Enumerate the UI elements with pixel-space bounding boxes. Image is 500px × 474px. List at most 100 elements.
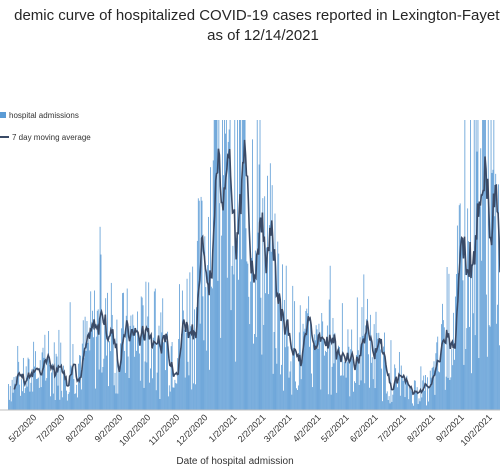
x-tick-label: 6/2/2021 [348, 412, 380, 444]
admission-bar [464, 120, 466, 410]
admission-bar [104, 324, 106, 410]
admission-bar [283, 299, 285, 410]
admission-bar [411, 391, 412, 410]
admission-bar [204, 236, 206, 410]
admission-bar [326, 352, 327, 410]
admission-bar [262, 198, 264, 410]
admission-bar [164, 339, 166, 410]
admission-bar [397, 387, 398, 410]
admission-bar [462, 280, 464, 410]
admission-bar [228, 129, 230, 410]
admission-bar [154, 288, 156, 410]
admission-bar [383, 346, 384, 410]
admission-bar [67, 394, 69, 410]
admission-bar [213, 120, 215, 410]
admission-bar [101, 372, 103, 410]
admission-bar [382, 401, 383, 410]
admission-bar [293, 350, 295, 410]
admission-bar [86, 321, 88, 410]
admission-bar [84, 316, 86, 410]
admission-bar [307, 313, 309, 410]
admission-bar [296, 388, 297, 410]
admission-bar [113, 385, 115, 410]
admission-bar [209, 369, 210, 410]
admission-bar [311, 387, 313, 410]
admission-bar [134, 356, 136, 410]
admission-bar [330, 394, 332, 410]
admission-bar [268, 225, 270, 410]
admission-bar [493, 120, 495, 410]
admission-bar [369, 387, 370, 410]
admission-bar [390, 340, 392, 410]
admission-bar [465, 349, 467, 410]
admission-bar [305, 310, 307, 410]
admission-bar [366, 319, 368, 410]
x-tick-label: 8/2/2020 [64, 412, 96, 444]
admission-bar [150, 368, 151, 410]
admission-bar [384, 360, 386, 410]
admission-bar [63, 365, 64, 410]
admission-bar [45, 380, 47, 410]
admission-bar [339, 346, 340, 410]
admission-bar [115, 393, 117, 410]
admission-bar [413, 405, 414, 410]
admission-bar [149, 382, 151, 410]
admission-bar [40, 387, 42, 410]
admission-bar [78, 363, 79, 410]
admission-bar [230, 310, 232, 410]
admission-bar [494, 216, 496, 410]
admission-bar [326, 325, 328, 410]
admission-bar [233, 274, 235, 410]
admission-bar [429, 370, 431, 410]
x-tick-label: 4/2/2021 [291, 412, 323, 444]
admission-bar [102, 366, 104, 410]
admission-bar [332, 317, 334, 410]
admission-bar [8, 399, 10, 410]
admission-bar [210, 286, 212, 410]
admission-bar [238, 279, 239, 410]
admission-bar [279, 300, 281, 410]
admission-bar [478, 358, 480, 410]
admission-bar [222, 120, 223, 410]
admission-bar [193, 383, 194, 410]
admission-bar [300, 379, 302, 410]
admission-bar [247, 263, 249, 410]
admission-bar [431, 368, 433, 410]
admission-bar [338, 345, 339, 410]
admission-bar [227, 141, 229, 410]
admission-bar [256, 120, 258, 410]
admission-bar [242, 120, 244, 410]
admission-bar [73, 378, 75, 410]
admission-bar [371, 357, 373, 410]
admission-bar [407, 382, 409, 410]
admission-bar [270, 251, 272, 410]
admission-bar [74, 393, 76, 410]
admission-bar [391, 401, 393, 410]
admission-bar [319, 335, 321, 410]
admission-bar [170, 346, 172, 410]
admission-bar [185, 332, 187, 410]
admission-bar [145, 281, 147, 410]
admission-bar [266, 247, 267, 410]
admission-bar [202, 296, 204, 410]
admission-bar [29, 391, 31, 410]
admission-bar [334, 332, 336, 410]
admission-bar [425, 375, 426, 410]
admission-bar [130, 315, 132, 410]
admission-bar [94, 290, 95, 410]
admission-bar [83, 357, 85, 410]
admission-bar [297, 389, 298, 410]
admission-bar [297, 385, 299, 410]
admission-bar [200, 196, 202, 410]
admission-bar [140, 296, 142, 410]
admission-bar [409, 387, 411, 410]
admission-bar [496, 323, 498, 410]
admission-bar [46, 378, 48, 410]
admission-bar [292, 285, 294, 410]
admission-bar [346, 362, 348, 410]
admission-bar [231, 265, 233, 410]
admission-bar [8, 384, 9, 410]
admission-bar [314, 340, 316, 410]
admission-bar [91, 323, 93, 410]
